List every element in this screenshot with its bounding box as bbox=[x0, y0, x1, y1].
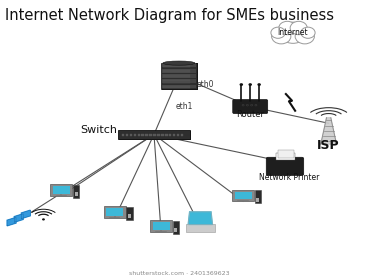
Circle shape bbox=[301, 27, 315, 38]
FancyBboxPatch shape bbox=[173, 221, 179, 234]
Text: eth0: eth0 bbox=[197, 80, 214, 89]
FancyBboxPatch shape bbox=[126, 207, 133, 220]
FancyBboxPatch shape bbox=[73, 185, 79, 198]
Polygon shape bbox=[7, 218, 16, 226]
FancyBboxPatch shape bbox=[53, 186, 70, 194]
FancyBboxPatch shape bbox=[122, 134, 124, 136]
Text: shutterstock.com · 2401369623: shutterstock.com · 2401369623 bbox=[129, 271, 229, 276]
Circle shape bbox=[279, 21, 296, 35]
FancyBboxPatch shape bbox=[50, 184, 72, 196]
FancyBboxPatch shape bbox=[278, 150, 294, 158]
Polygon shape bbox=[14, 214, 23, 222]
Text: Router: Router bbox=[236, 109, 264, 119]
FancyBboxPatch shape bbox=[104, 206, 126, 218]
FancyBboxPatch shape bbox=[152, 222, 170, 230]
FancyBboxPatch shape bbox=[276, 153, 296, 160]
FancyBboxPatch shape bbox=[149, 134, 152, 136]
FancyBboxPatch shape bbox=[177, 134, 179, 136]
FancyBboxPatch shape bbox=[162, 69, 196, 73]
FancyBboxPatch shape bbox=[162, 79, 196, 83]
FancyBboxPatch shape bbox=[186, 224, 215, 232]
Circle shape bbox=[251, 104, 253, 106]
FancyBboxPatch shape bbox=[173, 134, 175, 136]
FancyBboxPatch shape bbox=[134, 134, 136, 136]
Polygon shape bbox=[188, 212, 212, 224]
FancyBboxPatch shape bbox=[118, 130, 189, 139]
FancyBboxPatch shape bbox=[256, 198, 259, 202]
Circle shape bbox=[290, 21, 307, 35]
Circle shape bbox=[272, 29, 291, 44]
Text: Internet: Internet bbox=[278, 28, 308, 37]
FancyBboxPatch shape bbox=[162, 63, 196, 67]
FancyBboxPatch shape bbox=[254, 190, 261, 203]
FancyBboxPatch shape bbox=[75, 192, 78, 196]
FancyBboxPatch shape bbox=[157, 134, 159, 136]
FancyBboxPatch shape bbox=[235, 192, 252, 199]
FancyBboxPatch shape bbox=[174, 228, 177, 232]
FancyBboxPatch shape bbox=[162, 74, 196, 78]
FancyBboxPatch shape bbox=[142, 134, 144, 136]
FancyBboxPatch shape bbox=[145, 134, 148, 136]
Text: eth1: eth1 bbox=[175, 102, 193, 111]
FancyBboxPatch shape bbox=[119, 131, 191, 140]
Circle shape bbox=[249, 83, 252, 86]
Text: Internet Network Diagram for SMEs business: Internet Network Diagram for SMEs busine… bbox=[5, 8, 334, 23]
Circle shape bbox=[271, 27, 285, 38]
Circle shape bbox=[246, 104, 249, 106]
FancyBboxPatch shape bbox=[162, 85, 196, 88]
FancyBboxPatch shape bbox=[150, 220, 172, 232]
FancyBboxPatch shape bbox=[162, 62, 198, 90]
FancyBboxPatch shape bbox=[128, 214, 131, 218]
FancyBboxPatch shape bbox=[232, 190, 254, 201]
FancyBboxPatch shape bbox=[165, 134, 168, 136]
Circle shape bbox=[255, 104, 257, 106]
Polygon shape bbox=[21, 210, 30, 219]
Polygon shape bbox=[321, 118, 336, 144]
Text: Network Printer: Network Printer bbox=[259, 172, 319, 181]
Circle shape bbox=[42, 218, 45, 221]
Ellipse shape bbox=[163, 61, 195, 65]
FancyBboxPatch shape bbox=[161, 63, 197, 89]
Text: ISP: ISP bbox=[317, 139, 340, 152]
Circle shape bbox=[279, 22, 307, 43]
FancyBboxPatch shape bbox=[181, 134, 183, 136]
FancyBboxPatch shape bbox=[126, 134, 128, 136]
FancyBboxPatch shape bbox=[153, 134, 156, 136]
Circle shape bbox=[258, 83, 261, 86]
FancyBboxPatch shape bbox=[233, 100, 268, 113]
Text: Switch: Switch bbox=[80, 125, 117, 135]
Circle shape bbox=[240, 83, 243, 86]
Circle shape bbox=[295, 29, 314, 44]
FancyBboxPatch shape bbox=[106, 208, 123, 216]
FancyBboxPatch shape bbox=[138, 134, 140, 136]
Circle shape bbox=[242, 104, 244, 106]
FancyBboxPatch shape bbox=[161, 134, 164, 136]
FancyBboxPatch shape bbox=[169, 134, 172, 136]
FancyBboxPatch shape bbox=[266, 157, 304, 175]
FancyBboxPatch shape bbox=[130, 134, 132, 136]
